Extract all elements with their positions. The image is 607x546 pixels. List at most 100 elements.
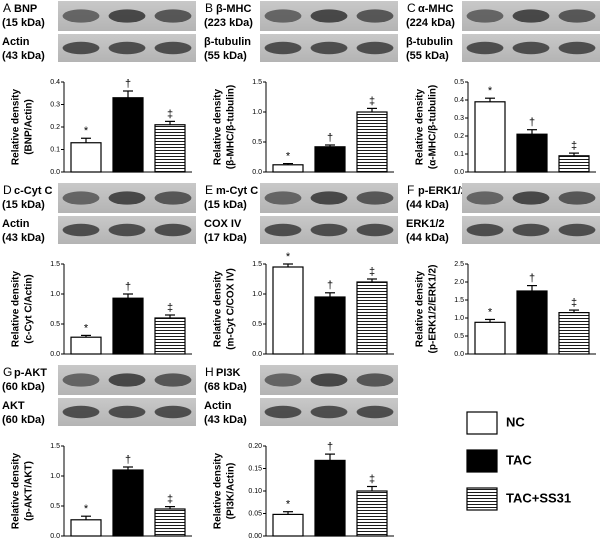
y-tick-label: 0.4 bbox=[454, 97, 464, 104]
significance-marker: * bbox=[488, 306, 493, 318]
blot-band bbox=[558, 41, 596, 55]
panel-letter: B bbox=[205, 1, 213, 15]
bar bbox=[112, 469, 144, 537]
y-tick-label: 0.0 bbox=[454, 351, 464, 358]
y-tick-label: 0.0 bbox=[454, 169, 464, 176]
blot-band bbox=[62, 9, 100, 23]
y-tick-label: 0.3 bbox=[454, 115, 464, 122]
y-tick-label: 0.5 bbox=[252, 139, 262, 146]
y-tick-label: 0.10 bbox=[248, 488, 262, 495]
y-tick-label: 1.5 bbox=[454, 297, 464, 304]
bar bbox=[474, 321, 506, 355]
y-axis-label: (BNP/Actin) bbox=[24, 99, 35, 155]
control-size: (43 kDa) bbox=[2, 232, 45, 244]
y-axis-label: Relative density bbox=[415, 270, 426, 347]
blot-band bbox=[558, 9, 596, 23]
blot-band bbox=[264, 373, 302, 387]
panel-letter: D bbox=[3, 183, 12, 197]
y-tick-label: 0.5 bbox=[454, 333, 464, 340]
significance-marker: † bbox=[327, 441, 333, 453]
control-size: (55 kDa) bbox=[204, 50, 247, 62]
blot-band bbox=[62, 373, 100, 387]
blot-band bbox=[264, 9, 302, 23]
bar bbox=[356, 281, 388, 355]
significance-marker: * bbox=[286, 151, 291, 163]
bar bbox=[272, 164, 304, 173]
significance-marker: † bbox=[529, 273, 535, 285]
y-axis-label: (α-MHC/β-tubulin) bbox=[428, 85, 439, 169]
control-label: Actin bbox=[204, 400, 232, 412]
bar bbox=[558, 312, 590, 355]
panel-letter: G bbox=[3, 365, 12, 379]
blot-band bbox=[356, 191, 394, 205]
control-size: (43 kDa) bbox=[2, 50, 45, 62]
y-tick-label: 1.5 bbox=[252, 79, 262, 86]
blot-band bbox=[108, 9, 146, 23]
bar bbox=[356, 111, 388, 173]
significance-marker: † bbox=[529, 117, 535, 129]
panel-letter: F bbox=[407, 183, 414, 197]
panel-letter: C bbox=[407, 1, 416, 15]
significance-marker: ‡ bbox=[369, 266, 375, 278]
target-label: BNP bbox=[14, 3, 37, 15]
significance-marker: † bbox=[327, 280, 333, 292]
target-size: (223 kDa) bbox=[204, 17, 253, 29]
target-label: m-Cyt C bbox=[216, 185, 258, 197]
target-label: PI3K bbox=[216, 367, 241, 379]
y-tick-label: 1.0 bbox=[50, 291, 60, 298]
panel-letter: E bbox=[205, 183, 213, 197]
bar bbox=[112, 97, 144, 173]
bar bbox=[558, 155, 590, 173]
significance-marker: † bbox=[125, 78, 131, 90]
bar bbox=[314, 146, 346, 173]
blot-band bbox=[108, 223, 146, 237]
blot-band bbox=[466, 223, 504, 237]
significance-marker: ‡ bbox=[369, 473, 375, 485]
target-label: α-MHC bbox=[418, 3, 454, 15]
legend-label: TAC+SS31 bbox=[506, 490, 571, 505]
y-tick-label: 0.0 bbox=[50, 351, 60, 358]
significance-marker: ‡ bbox=[571, 140, 577, 152]
y-tick-label: 0.0 bbox=[50, 533, 60, 540]
control-label: β-tubulin bbox=[406, 36, 453, 48]
blot-band bbox=[512, 191, 550, 205]
target-size: (15 kDa) bbox=[2, 199, 45, 211]
blot-band bbox=[356, 41, 394, 55]
panel-letter: A bbox=[3, 1, 11, 15]
y-tick-label: 0.5 bbox=[454, 79, 464, 86]
significance-marker: † bbox=[125, 454, 131, 466]
blot-band bbox=[264, 223, 302, 237]
target-size: (44 kDa) bbox=[406, 199, 449, 211]
y-tick-label: 0.00 bbox=[248, 533, 262, 540]
control-size: (44 kDa) bbox=[406, 232, 449, 244]
bar bbox=[314, 459, 346, 537]
y-tick-label: 0.5 bbox=[252, 321, 262, 328]
y-tick-label: 0.15 bbox=[248, 465, 262, 472]
y-axis-label: Relative density bbox=[213, 452, 224, 529]
y-tick-label: 1.5 bbox=[50, 443, 60, 450]
blot-band bbox=[62, 405, 100, 419]
blot-band bbox=[310, 373, 348, 387]
blot-band bbox=[512, 41, 550, 55]
target-size: (68 kDa) bbox=[204, 381, 247, 393]
bar bbox=[356, 490, 388, 537]
y-axis-label: (c-Cyt C/Actin) bbox=[24, 274, 35, 343]
y-axis-label: (β-MHC/β-tubulin) bbox=[226, 85, 237, 169]
blot-band bbox=[310, 223, 348, 237]
y-tick-label: 0.4 bbox=[50, 79, 60, 86]
blot-band bbox=[558, 223, 596, 237]
y-axis-label: (m-Cyt C/COX IV) bbox=[226, 268, 237, 350]
blot-band bbox=[154, 223, 192, 237]
y-axis-label: Relative density bbox=[11, 88, 22, 165]
blot-band bbox=[310, 9, 348, 23]
y-axis-label: (PI3K/Actin) bbox=[226, 463, 237, 520]
blot-band bbox=[108, 405, 146, 419]
y-axis-label: Relative density bbox=[415, 88, 426, 165]
blot-band bbox=[356, 405, 394, 419]
control-label: ERK1/2 bbox=[406, 218, 445, 230]
legend-swatch bbox=[466, 487, 498, 511]
bar bbox=[154, 508, 186, 537]
control-label: Actin bbox=[2, 218, 30, 230]
y-tick-label: 1.5 bbox=[50, 261, 60, 268]
bar bbox=[272, 266, 304, 355]
